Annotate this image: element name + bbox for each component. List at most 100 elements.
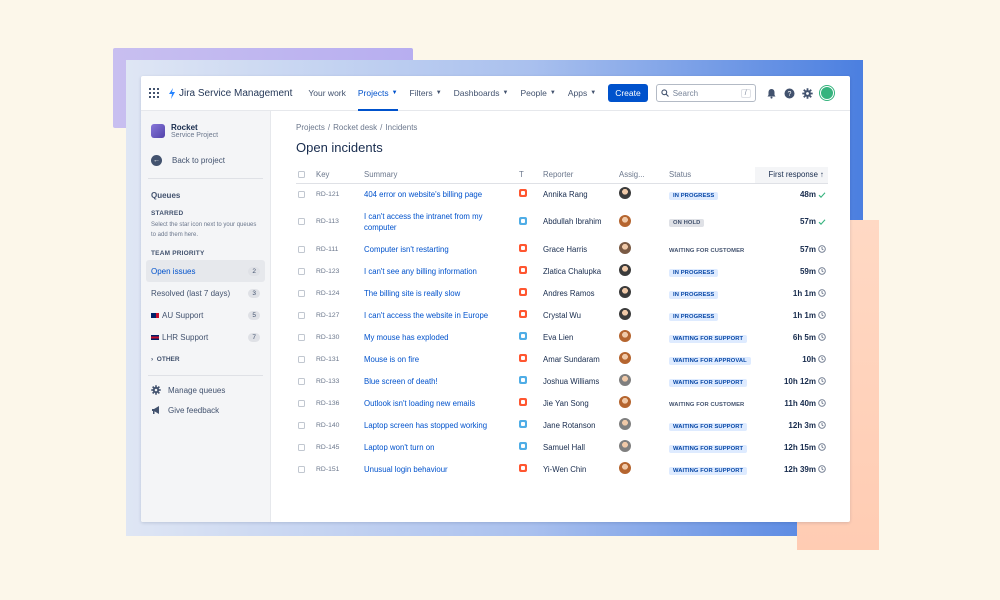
type-column-header[interactable]: T	[517, 167, 541, 184]
row-checkbox[interactable]	[298, 311, 305, 319]
first-response-column-header[interactable]: First response ↑	[755, 167, 828, 184]
assignee-avatar[interactable]	[619, 286, 631, 298]
notifications-bell-icon[interactable]	[766, 88, 777, 99]
issue-summary-link[interactable]: Blue screen of death!	[364, 376, 438, 386]
issue-key[interactable]: RD-136	[316, 399, 340, 407]
help-icon[interactable]: ?	[784, 88, 795, 99]
issue-key[interactable]: RD-111	[316, 245, 339, 253]
select-all-header[interactable]	[296, 167, 314, 184]
assignee-avatar[interactable]	[619, 352, 631, 364]
queue-item[interactable]: Open issues 2	[146, 260, 265, 282]
give-feedback-link[interactable]: Give feedback	[141, 400, 270, 420]
breadcrumb-link[interactable]: Incidents	[385, 123, 418, 132]
back-to-project-link[interactable]: ← Back to project	[141, 147, 270, 174]
queue-item[interactable]: AU Support 5	[146, 304, 265, 326]
issue-key[interactable]: RD-131	[316, 355, 340, 363]
table-row[interactable]: RD-130 My mouse has exploded Eva Lien WAITI…	[296, 326, 828, 348]
issue-summary-link[interactable]: My mouse has exploded	[364, 332, 449, 342]
assignee-avatar[interactable]	[619, 187, 631, 200]
app-switcher-icon[interactable]	[149, 88, 159, 98]
table-row[interactable]: RD-127 I can't access the website in Euro…	[296, 304, 828, 326]
table-row[interactable]: RD-140 Laptop screen has stopped working J…	[296, 414, 828, 436]
assignee-avatar[interactable]	[619, 418, 631, 430]
issue-key[interactable]: RD-151	[316, 465, 340, 473]
key-column-header[interactable]: Key	[314, 167, 362, 184]
nav-item-dashboards[interactable]: Dashboards ▼	[454, 76, 509, 111]
select-all-checkbox[interactable]	[298, 171, 305, 179]
row-checkbox[interactable]	[298, 443, 305, 451]
nav-item-projects[interactable]: Projects ▼	[357, 76, 398, 111]
assignee-avatar[interactable]	[619, 440, 631, 452]
table-row[interactable]: RD-151 Unusual login behaviour Yi-Wen Chin…	[296, 458, 828, 480]
assignee-avatar[interactable]	[619, 396, 631, 408]
user-avatar[interactable]	[819, 86, 834, 100]
row-checkbox[interactable]	[298, 267, 305, 275]
assignee-avatar[interactable]	[619, 330, 631, 342]
issue-key[interactable]: RD-123	[316, 267, 340, 275]
issue-key[interactable]: RD-124	[316, 289, 340, 297]
issue-summary-link[interactable]: Laptop screen has stopped working	[364, 420, 488, 430]
table-row[interactable]: RD-111 Computer isn't restarting Grace Har…	[296, 238, 828, 260]
table-row[interactable]: RD-133 Blue screen of death! Joshua Willia…	[296, 370, 828, 392]
issue-key[interactable]: RD-130	[316, 333, 340, 341]
queue-item[interactable]: LHR Support 7	[146, 326, 265, 348]
assignee-avatar[interactable]	[619, 214, 631, 227]
issue-summary-link[interactable]: I can't access the intranet from my comp…	[364, 211, 483, 232]
issue-summary-link[interactable]: The billing site is really slow	[364, 288, 461, 298]
nav-item-your-work[interactable]: Your work	[308, 76, 345, 111]
issue-summary-link[interactable]: Laptop won't turn on	[364, 442, 435, 452]
row-checkbox[interactable]	[298, 399, 305, 407]
breadcrumb-link[interactable]: Projects	[296, 123, 325, 132]
other-queues-toggle[interactable]: › OTHER	[141, 348, 270, 371]
issue-summary-link[interactable]: 404 error on website's billing page	[364, 189, 483, 199]
assignee-avatar[interactable]	[619, 264, 631, 276]
assignee-avatar[interactable]	[619, 462, 631, 474]
queue-item[interactable]: Resolved (last 7 days) 3	[146, 282, 265, 304]
reporter-column-header[interactable]: Reporter	[541, 167, 617, 184]
search-input[interactable]: Search /	[655, 84, 756, 102]
issue-key[interactable]: RD-140	[316, 421, 340, 429]
assignee-column-header[interactable]: Assig...	[617, 167, 667, 184]
table-row[interactable]: RD-113 I can't access the intranet from m…	[296, 205, 828, 238]
issue-summary-link[interactable]: Outlook isn't loading new emails	[364, 398, 476, 408]
manage-queues-link[interactable]: Manage queues	[141, 380, 270, 400]
row-checkbox[interactable]	[298, 218, 305, 225]
issue-key[interactable]: RD-113	[316, 218, 339, 225]
table-row[interactable]: RD-145 Laptop won't turn on Samuel Hall WAI…	[296, 436, 828, 458]
table-row[interactable]: RD-123 I can't see any billing informatio…	[296, 260, 828, 282]
table-row[interactable]: RD-136 Outlook isn't loading new emails Ji…	[296, 392, 828, 414]
issue-summary-link[interactable]: I can't access the website in Europe	[364, 310, 489, 320]
row-checkbox[interactable]	[298, 190, 305, 198]
issue-key[interactable]: RD-133	[316, 377, 340, 385]
nav-item-apps[interactable]: Apps ▼	[568, 76, 596, 111]
assignee-avatar[interactable]	[619, 374, 631, 386]
table-row[interactable]: RD-131 Mouse is on fire Amar Sundaram WAITI…	[296, 348, 828, 370]
create-button[interactable]: Create	[608, 84, 648, 102]
nav-item-filters[interactable]: Filters ▼	[410, 76, 442, 111]
row-checkbox[interactable]	[298, 377, 305, 385]
row-checkbox[interactable]	[298, 355, 305, 363]
issue-summary-link[interactable]: Computer isn't restarting	[364, 244, 449, 254]
issue-summary-link[interactable]: Unusual login behaviour	[364, 464, 448, 474]
issue-key[interactable]: RD-121	[316, 190, 340, 198]
assignee-avatar[interactable]	[619, 242, 631, 254]
project-header[interactable]: Rocket Service Project	[141, 111, 270, 147]
row-checkbox[interactable]	[298, 333, 305, 341]
issue-key[interactable]: RD-127	[316, 311, 340, 319]
table-row[interactable]: RD-124 The billing site is really slow And…	[296, 282, 828, 304]
issue-key[interactable]: RD-145	[316, 443, 340, 451]
product-logo[interactable]: Jira Service Management	[168, 87, 292, 99]
breadcrumb-link[interactable]: Rocket desk	[333, 123, 378, 132]
assignee-avatar[interactable]	[619, 308, 631, 320]
table-row[interactable]: RD-121 404 error on website's billing pag…	[296, 183, 828, 205]
issue-summary-link[interactable]: I can't see any billing information	[364, 266, 477, 276]
summary-column-header[interactable]: Summary	[362, 167, 517, 184]
nav-item-people[interactable]: People ▼	[520, 76, 555, 111]
row-checkbox[interactable]	[298, 289, 305, 297]
row-checkbox[interactable]	[298, 245, 305, 253]
row-checkbox[interactable]	[298, 465, 305, 473]
settings-gear-icon[interactable]	[802, 87, 813, 99]
issue-summary-link[interactable]: Mouse is on fire	[364, 354, 420, 364]
row-checkbox[interactable]	[298, 421, 305, 429]
status-column-header[interactable]: Status	[667, 167, 755, 184]
